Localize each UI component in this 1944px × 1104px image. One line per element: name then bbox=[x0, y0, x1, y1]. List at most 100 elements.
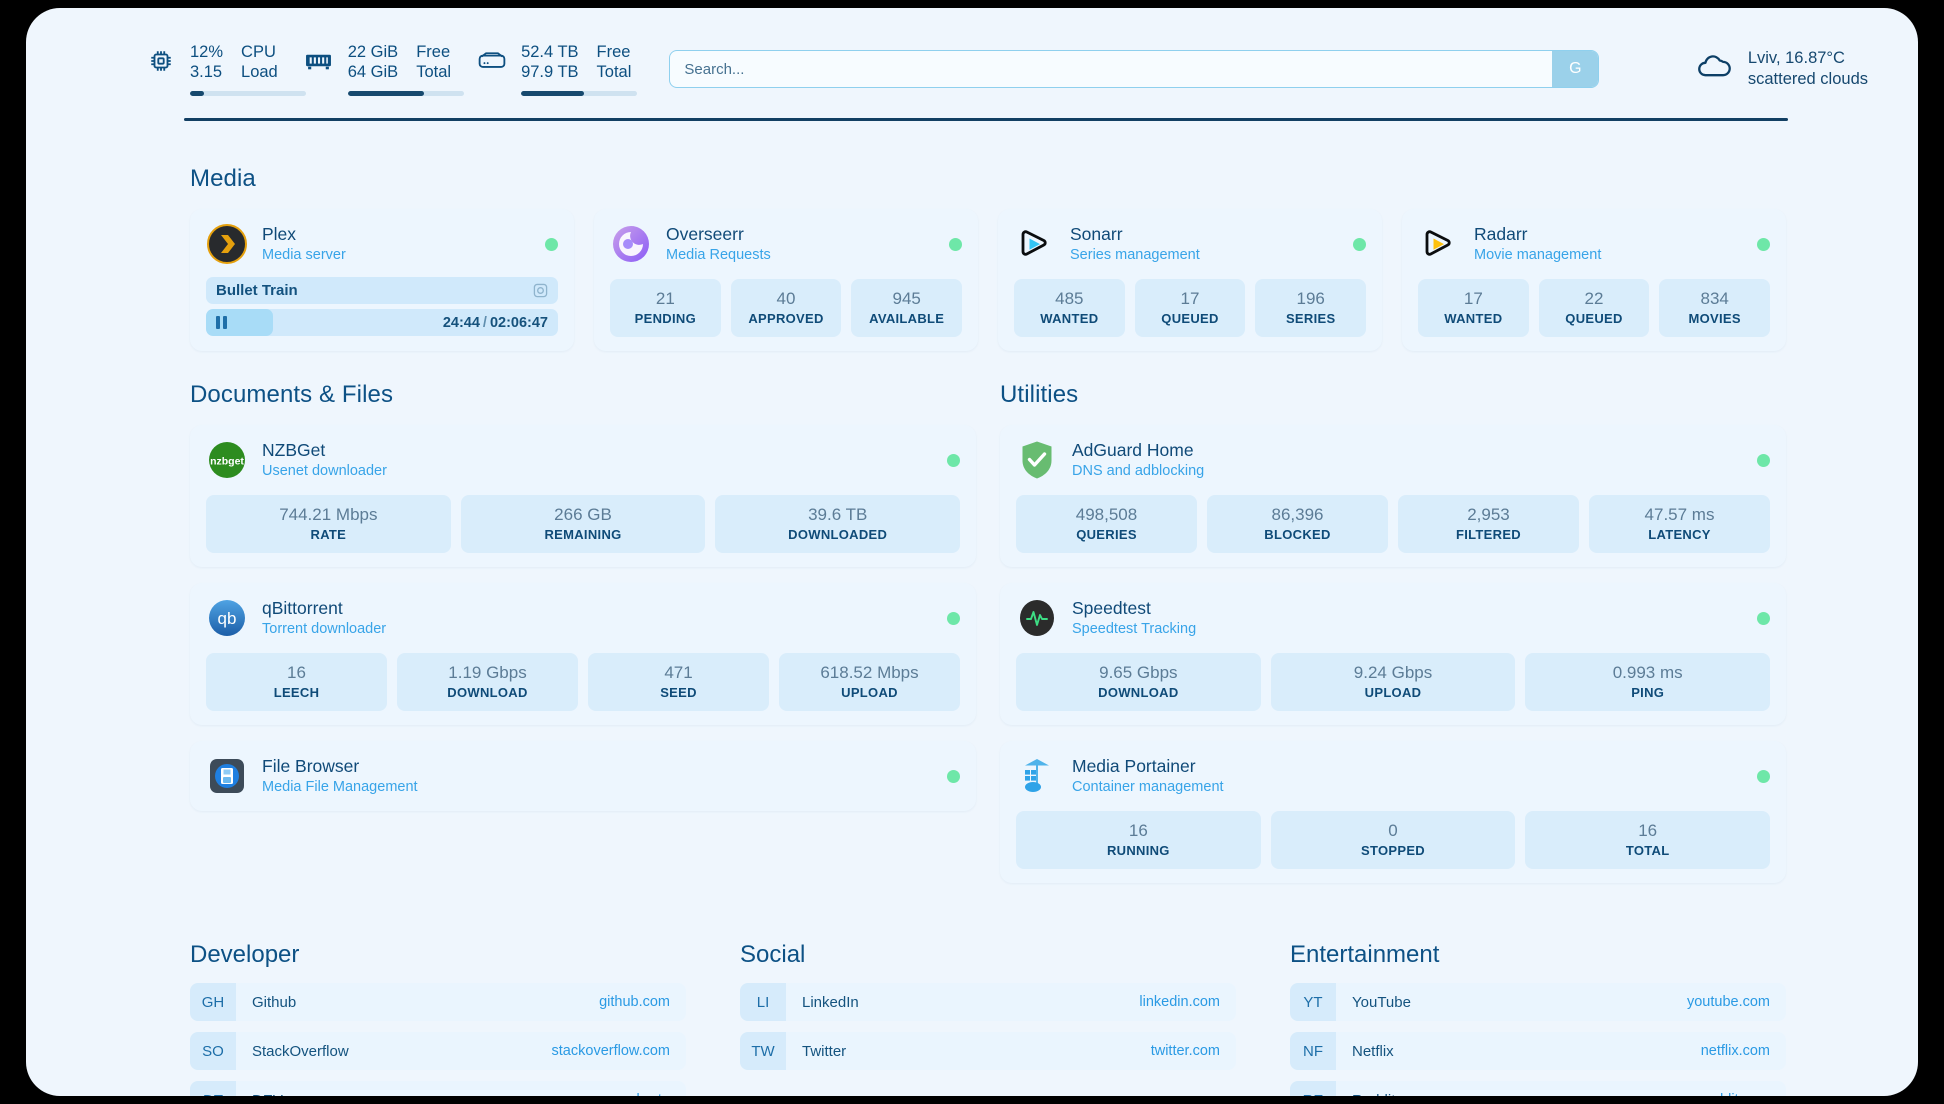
cpu-loadavg: 3.15 bbox=[190, 63, 223, 81]
stat-label: PING bbox=[1631, 685, 1665, 700]
now-playing-bar[interactable]: Bullet Train bbox=[206, 277, 558, 304]
card-header: File Browser Media File Management bbox=[206, 755, 960, 797]
stat-label: DOWNLOADED bbox=[788, 527, 888, 542]
service-card-plex[interactable]: Plex Media server Bullet Train bbox=[190, 209, 574, 351]
sonarr-icon bbox=[1014, 223, 1056, 265]
stat-label: UPLOAD bbox=[841, 685, 898, 700]
service-card-speedtest[interactable]: Speedtest Speedtest Tracking 9.65 Gbps D… bbox=[1000, 583, 1786, 725]
service-card-adguard-home[interactable]: AdGuard Home DNS and adblocking 498,508 … bbox=[1000, 425, 1786, 567]
pause-icon[interactable] bbox=[216, 316, 227, 329]
stats-row: 16 RUNNING 0 STOPPED 16 TOTAL bbox=[1016, 811, 1771, 869]
bookmark-group-social: Social LI LinkedIn linkedin.com TW Twitt… bbox=[740, 941, 1236, 1096]
svg-text:qb: qb bbox=[218, 609, 237, 628]
bookmark-item-stackoverflow[interactable]: SO StackOverflow stackoverflow.com bbox=[190, 1032, 686, 1070]
service-card-sonarr[interactable]: Sonarr Series management 485 WANTED 17 Q… bbox=[998, 209, 1382, 351]
search-input[interactable] bbox=[670, 51, 1553, 87]
bookmark-abbr: TW bbox=[740, 1032, 786, 1070]
overseerr-icon bbox=[610, 223, 652, 265]
stat-tile: 17 WANTED bbox=[1418, 279, 1529, 337]
stat-value: 47.57 ms bbox=[1644, 505, 1715, 524]
cpu-stat-group: 12% 3.15 CPU Load bbox=[146, 42, 306, 96]
service-card-media-portainer[interactable]: Media Portainer Container management 16 … bbox=[1000, 741, 1786, 883]
stat-label: MOVIES bbox=[1688, 311, 1741, 326]
stat-label: PENDING bbox=[634, 311, 696, 326]
cast-icon[interactable] bbox=[533, 283, 548, 298]
bookmark-abbr: SO bbox=[190, 1032, 236, 1070]
search-area: G bbox=[669, 50, 1600, 88]
bookmark-item-github[interactable]: GH Github github.com bbox=[190, 983, 686, 1021]
service-subtitle: Usenet downloader bbox=[262, 462, 387, 479]
bookmark-url: stackoverflow.com bbox=[551, 1043, 670, 1059]
memory-label-top: Free bbox=[416, 43, 451, 61]
search-box[interactable]: G bbox=[669, 50, 1600, 88]
bookmark-item-dev[interactable]: DT DEV dev.to bbox=[190, 1081, 686, 1096]
bookmark-abbr: YT bbox=[1290, 983, 1336, 1021]
cpu-percent: 12% bbox=[190, 43, 224, 61]
bookmark-item-linkedin[interactable]: LI LinkedIn linkedin.com bbox=[740, 983, 1236, 1021]
stat-value: 40 bbox=[776, 289, 796, 308]
status-indicator-online bbox=[1757, 453, 1770, 467]
bookmark-item-netflix[interactable]: NF Netflix netflix.com bbox=[1290, 1032, 1786, 1070]
stat-label: REMAINING bbox=[544, 527, 622, 542]
stat-tile: 834 MOVIES bbox=[1659, 279, 1771, 337]
memory-stat-group: 22 GiB 64 GiB Free Total bbox=[304, 42, 464, 96]
bookmark-item-youtube[interactable]: YT YouTube youtube.com bbox=[1290, 983, 1786, 1021]
bookmark-name: LinkedIn bbox=[802, 993, 859, 1011]
bookmark-group-developer: Developer GH Github github.com SO StackO… bbox=[190, 941, 686, 1096]
bookmark-name: StackOverflow bbox=[252, 1042, 349, 1060]
service-card-radarr[interactable]: Radarr Movie management 17 WANTED 22 QUE… bbox=[1402, 209, 1786, 351]
section-title-documents: Documents & Files bbox=[190, 381, 394, 408]
stat-value: 17 bbox=[1180, 289, 1200, 308]
service-subtitle: Container management bbox=[1072, 778, 1224, 795]
status-indicator-online bbox=[947, 611, 960, 625]
stat-value: 945 bbox=[892, 289, 921, 308]
stat-value: 16 bbox=[287, 663, 306, 682]
service-subtitle: Series management bbox=[1070, 246, 1200, 263]
stat-value: 21 bbox=[655, 289, 675, 308]
service-name: AdGuard Home bbox=[1072, 439, 1194, 460]
stat-label: QUERIES bbox=[1076, 527, 1137, 542]
stat-label: LATENCY bbox=[1648, 527, 1711, 542]
bookmark-url: linkedin.com bbox=[1139, 994, 1220, 1010]
cpu-label-top: CPU bbox=[241, 43, 276, 61]
stat-label: BLOCKED bbox=[1264, 527, 1331, 542]
bookmark-name: Reddit bbox=[1336, 1081, 1702, 1097]
stat-value: 16 bbox=[1638, 821, 1658, 840]
bookmark-abbr: LI bbox=[740, 983, 786, 1021]
header-divider bbox=[184, 118, 1788, 121]
bookmark-item-reddit[interactable]: RE Reddit reddit.com bbox=[1290, 1081, 1786, 1096]
stat-label: TOTAL bbox=[1625, 843, 1670, 858]
service-subtitle: DNS and adblocking bbox=[1072, 462, 1205, 479]
stat-value: 9.65 Gbps bbox=[1099, 663, 1178, 682]
bookmark-abbr: DT bbox=[190, 1081, 236, 1096]
service-subtitle: Torrent downloader bbox=[262, 620, 387, 637]
stat-label: SERIES bbox=[1285, 311, 1336, 326]
stat-tile: 40 APPROVED bbox=[730, 279, 842, 337]
service-name: Speedtest bbox=[1072, 597, 1151, 618]
bookmark-item-twitter[interactable]: TW Twitter twitter.com bbox=[740, 1032, 1236, 1070]
service-subtitle: Movie management bbox=[1474, 246, 1602, 263]
stat-tile: 945 AVAILABLE bbox=[851, 279, 963, 337]
stats-row: 498,508 QUERIES 86,396 BLOCKED 2,953 FIL… bbox=[1016, 495, 1770, 553]
section-title-media: Media bbox=[190, 165, 256, 192]
search-submit-button[interactable]: G bbox=[1552, 51, 1599, 87]
playback-time: 24:44/02:06:47 bbox=[442, 314, 548, 331]
service-card-overseerr[interactable]: Overseerr Media Requests 21 PENDING 40 A… bbox=[594, 209, 978, 351]
card-header: Overseerr Media Requests bbox=[610, 223, 962, 265]
service-card-qbittorrent[interactable]: qb qBittorrent Torrent downloader bbox=[190, 583, 976, 725]
stat-label: WANTED bbox=[1040, 311, 1099, 326]
stat-tile: 196 SERIES bbox=[1255, 279, 1367, 337]
card-header: Media Portainer Container management bbox=[1016, 755, 1770, 797]
stats-row: 9.65 Gbps DOWNLOAD 9.24 Gbps UPLOAD 0.99… bbox=[1016, 653, 1771, 711]
stat-value: 16 bbox=[1128, 821, 1148, 840]
qbittorrent-icon: qb bbox=[206, 597, 248, 639]
card-header: Plex Media server bbox=[206, 223, 558, 265]
playback-progress-bar[interactable]: 24:44/02:06:47 bbox=[206, 309, 558, 336]
bookmark-url: dev.to bbox=[632, 1081, 686, 1096]
stat-value: 2,953 bbox=[1467, 505, 1510, 524]
stats-row: 17 WANTED 22 QUEUED 834 MOVIES bbox=[1418, 279, 1771, 337]
service-card-file-browser[interactable]: File Browser Media File Management bbox=[190, 741, 976, 811]
service-name: File Browser bbox=[262, 755, 360, 776]
service-card-nzbget[interactable]: nzbget NZBGet Usenet downloader 74 bbox=[190, 425, 976, 567]
service-name: qBittorrent bbox=[262, 597, 343, 618]
